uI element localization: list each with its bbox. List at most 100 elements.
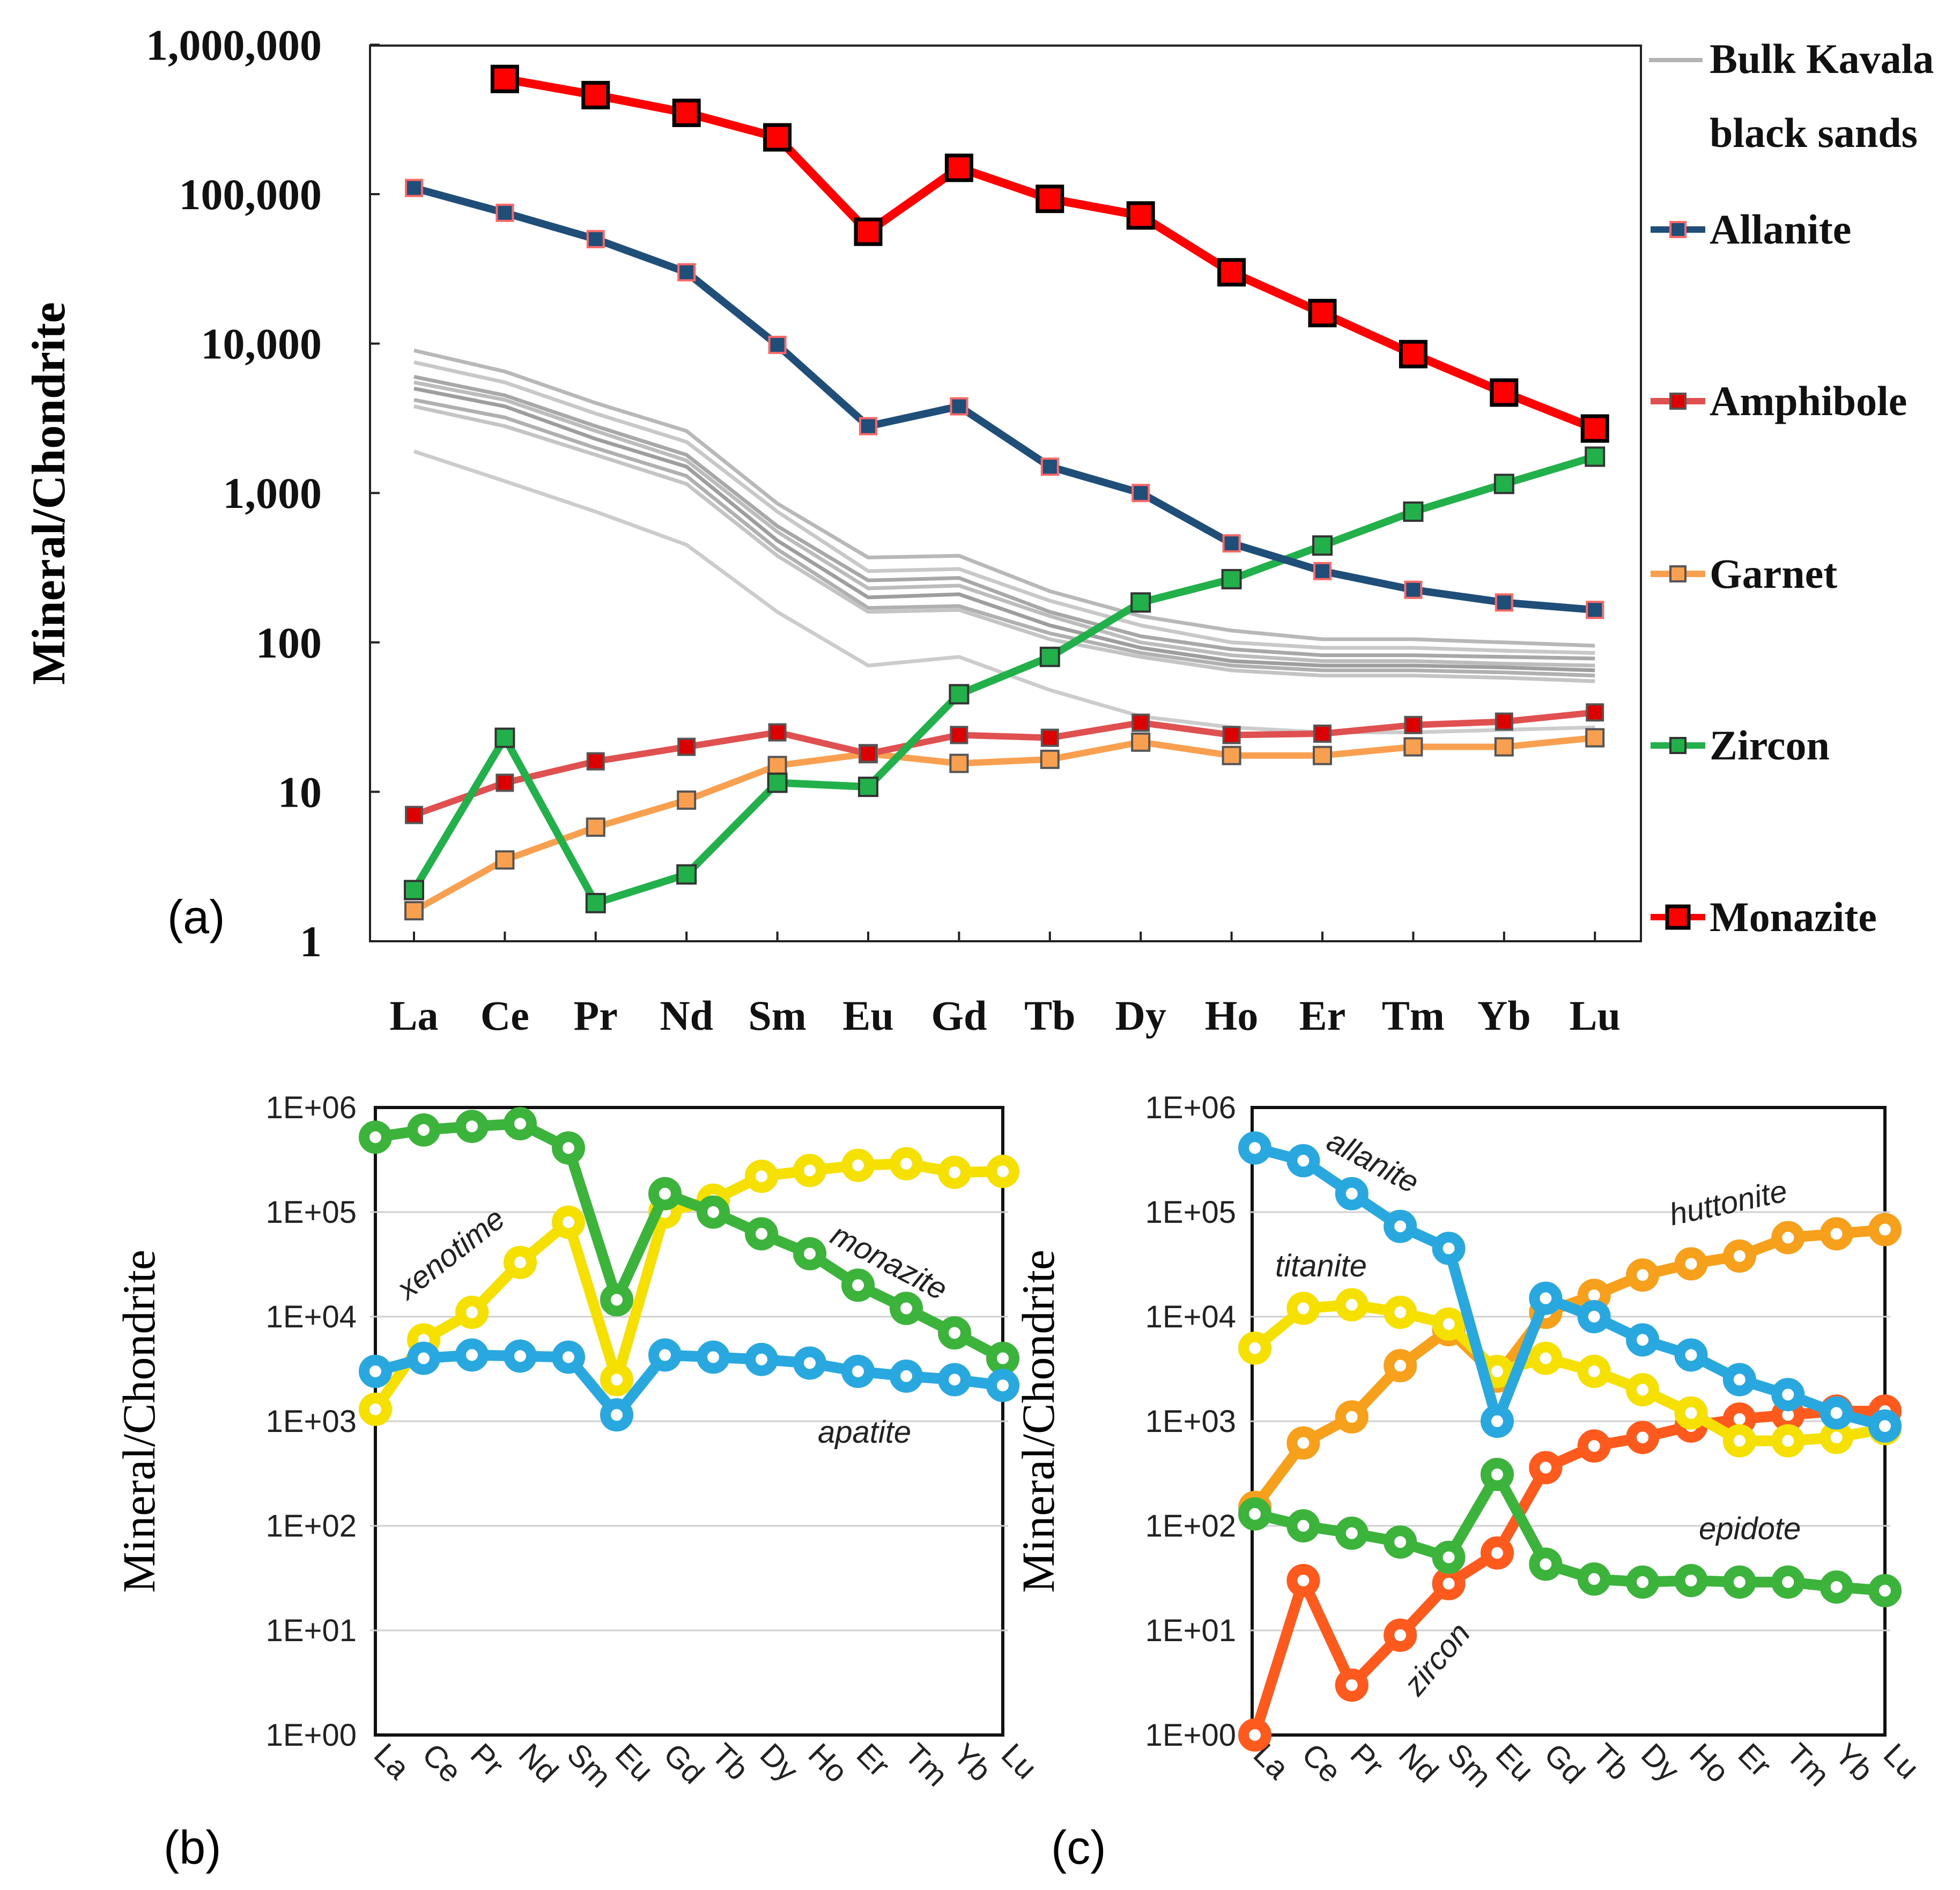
marker-c-epidote-Pr: [1335, 1516, 1369, 1550]
marker-a-garnet-Tb: [1040, 749, 1060, 769]
y-tick-label-a-6: 1,000,000: [146, 20, 322, 69]
marker-a-monazite-Nd: [672, 98, 701, 127]
marker-a-amphibole-Lu: [1586, 703, 1604, 722]
marker-a-amphibole-Eu: [859, 744, 877, 763]
marker-a-garnet-Pr: [586, 817, 605, 837]
legend-label-monazite: Monazite: [1710, 894, 1877, 940]
marker-a-garnet-Ho: [1222, 745, 1241, 765]
marker-a-allanite-Eu: [859, 417, 877, 435]
panel-label-c: (c): [1051, 1821, 1106, 1874]
x-tick-label-a-Pr: Pr: [574, 992, 618, 1039]
marker-a-amphibole-Gd: [950, 726, 968, 744]
marker-a-allanite-Dy: [1131, 484, 1150, 503]
legend-label-allanite: Allanite: [1710, 206, 1851, 253]
marker-b-xenotime-Yb: [938, 1155, 971, 1189]
marker-a-allanite-Tb: [1040, 457, 1059, 476]
x-tick-label-c-Ho: Ho: [1683, 1737, 1735, 1789]
marker-c-epidote-Ce: [1286, 1509, 1320, 1542]
marker-a-allanite-Er: [1313, 562, 1332, 580]
y-tick-label-b-3: 1E+03: [266, 1404, 357, 1439]
y-axis-a: 1 10 100 1,000 10,000 100,000 1,000,000: [146, 20, 380, 966]
y-tick-label-c-4: 1E+04: [1145, 1300, 1236, 1334]
marker-a-zircon-Lu: [1585, 446, 1606, 467]
x-tick-label-a-Lu: Lu: [1569, 992, 1620, 1039]
marker-a-amphibole-Er: [1313, 724, 1332, 743]
marker-a-amphibole-Tb: [1040, 728, 1059, 747]
marker-a-monazite-Gd: [944, 153, 973, 182]
y-tick-label-c-6: 1E+06: [1145, 1090, 1236, 1125]
x-axis-a: La Ce Pr Nd Sm Eu Gd Tb Dy Ho Er Tm Yb Lu: [389, 932, 1621, 1039]
marker-b-monazite-Yb: [938, 1316, 971, 1350]
x-tick-label-a-Nd: Nd: [660, 992, 713, 1039]
marker-c-zircon-Gd: [1529, 1451, 1563, 1485]
x-tick-label-b-La: La: [367, 1737, 417, 1786]
marker-c-epidote-Er: [1722, 1565, 1756, 1599]
y-tick-label-c-0: 1E+00: [1145, 1718, 1236, 1753]
panel-label-b: (b): [164, 1821, 221, 1874]
marker-a-zircon-Eu: [858, 777, 878, 798]
marker-a-allanite-Lu: [1586, 601, 1604, 619]
marker-a-garnet-Yb: [1494, 737, 1514, 757]
marker-a-amphibole-Dy: [1131, 713, 1150, 732]
line-a-allanite: [413, 184, 1595, 614]
legend-label-bulk-1: black sands: [1710, 109, 1918, 156]
marker-c-huttonite-Ho: [1674, 1247, 1708, 1281]
x-tick-label-c-Lu: Lu: [1877, 1737, 1926, 1786]
marker-c-zircon-Dy: [1626, 1421, 1660, 1455]
marker-a-monazite-Er: [1308, 299, 1337, 328]
marker-b-apatite-La: [359, 1354, 392, 1388]
series-a-monazite: [490, 64, 1609, 443]
x-tick-label-c-Tb: Tb: [1586, 1737, 1637, 1787]
marker-c-huttonite-Lu: [1868, 1213, 1902, 1246]
marker-a-zircon-Yb: [1493, 474, 1514, 494]
marker-b-apatite-Tb: [697, 1340, 730, 1374]
x-tick-label-a-Dy: Dy: [1115, 992, 1166, 1039]
y-tick-label-a-0: 1: [300, 917, 322, 966]
marker-c-epidote-Sm: [1432, 1540, 1466, 1574]
marker-a-zircon-Gd: [949, 684, 970, 705]
legend-item-allanite: Allanite: [1651, 206, 1851, 253]
marker-a-amphibole-Pr: [586, 752, 605, 771]
legend-item-amphibole: Amphibole: [1651, 378, 1907, 424]
bulk-line-5: [413, 398, 1595, 678]
series-b-apatite: [359, 1338, 1019, 1432]
marker-a-monazite-Yb: [1490, 378, 1519, 407]
marker-b-apatite-Er: [841, 1354, 875, 1388]
y-tick-label-a-4: 10,000: [201, 320, 322, 368]
marker-b-xenotime-Pr: [455, 1295, 489, 1329]
x-tick-label-c-Nd: Nd: [1392, 1737, 1445, 1789]
legend-label-garnet: Garnet: [1710, 550, 1837, 597]
y-tick-label-c-1: 1E+01: [1145, 1613, 1236, 1648]
marker-a-monazite-Lu: [1580, 414, 1609, 443]
series-b-monazite: [359, 1107, 1019, 1375]
marker-a-monazite-Pr: [581, 80, 610, 109]
legend-a: Bulk Kavala black sands Allanite Amphibole G…: [1649, 35, 1934, 940]
marker-c-zircon-Sm: [1432, 1567, 1466, 1600]
x-tick-label-b-Yb: Yb: [946, 1737, 998, 1788]
x-tick-label-a-Tb: Tb: [1024, 992, 1075, 1039]
marker-b-monazite-Lu: [986, 1341, 1019, 1375]
x-tick-label-a-Er: Er: [1299, 992, 1346, 1039]
x-tick-label-b-Nd: Nd: [512, 1737, 565, 1789]
marker-a-zircon-Dy: [1130, 592, 1151, 613]
marker-c-allanite-Yb: [1820, 1396, 1853, 1430]
marker-a-garnet-Sm: [767, 756, 787, 776]
bulk-lines-a: [413, 348, 1595, 735]
x-tick-label-a-Eu: Eu: [842, 992, 893, 1039]
marker-a-amphibole-Tm: [1404, 715, 1423, 734]
marker-c-allanite-Er: [1722, 1363, 1756, 1397]
marker-a-monazite-Dy: [1126, 201, 1155, 230]
x-tick-label-a-La: La: [389, 992, 438, 1039]
marker-b-monazite-Tb: [697, 1195, 730, 1229]
legend-swatch-marker-amphibole: [1669, 393, 1687, 410]
legend-swatch-marker-zircon: [1669, 737, 1687, 754]
marker-b-monazite-Tm: [890, 1291, 923, 1325]
marker-b-xenotime-Tm: [890, 1147, 923, 1180]
series-c-epidote: [1238, 1458, 1902, 1607]
marker-a-zircon-Tb: [1039, 646, 1060, 667]
y-tick-label-c-2: 1E+02: [1145, 1509, 1236, 1544]
marker-b-xenotime-Ho: [793, 1154, 826, 1187]
